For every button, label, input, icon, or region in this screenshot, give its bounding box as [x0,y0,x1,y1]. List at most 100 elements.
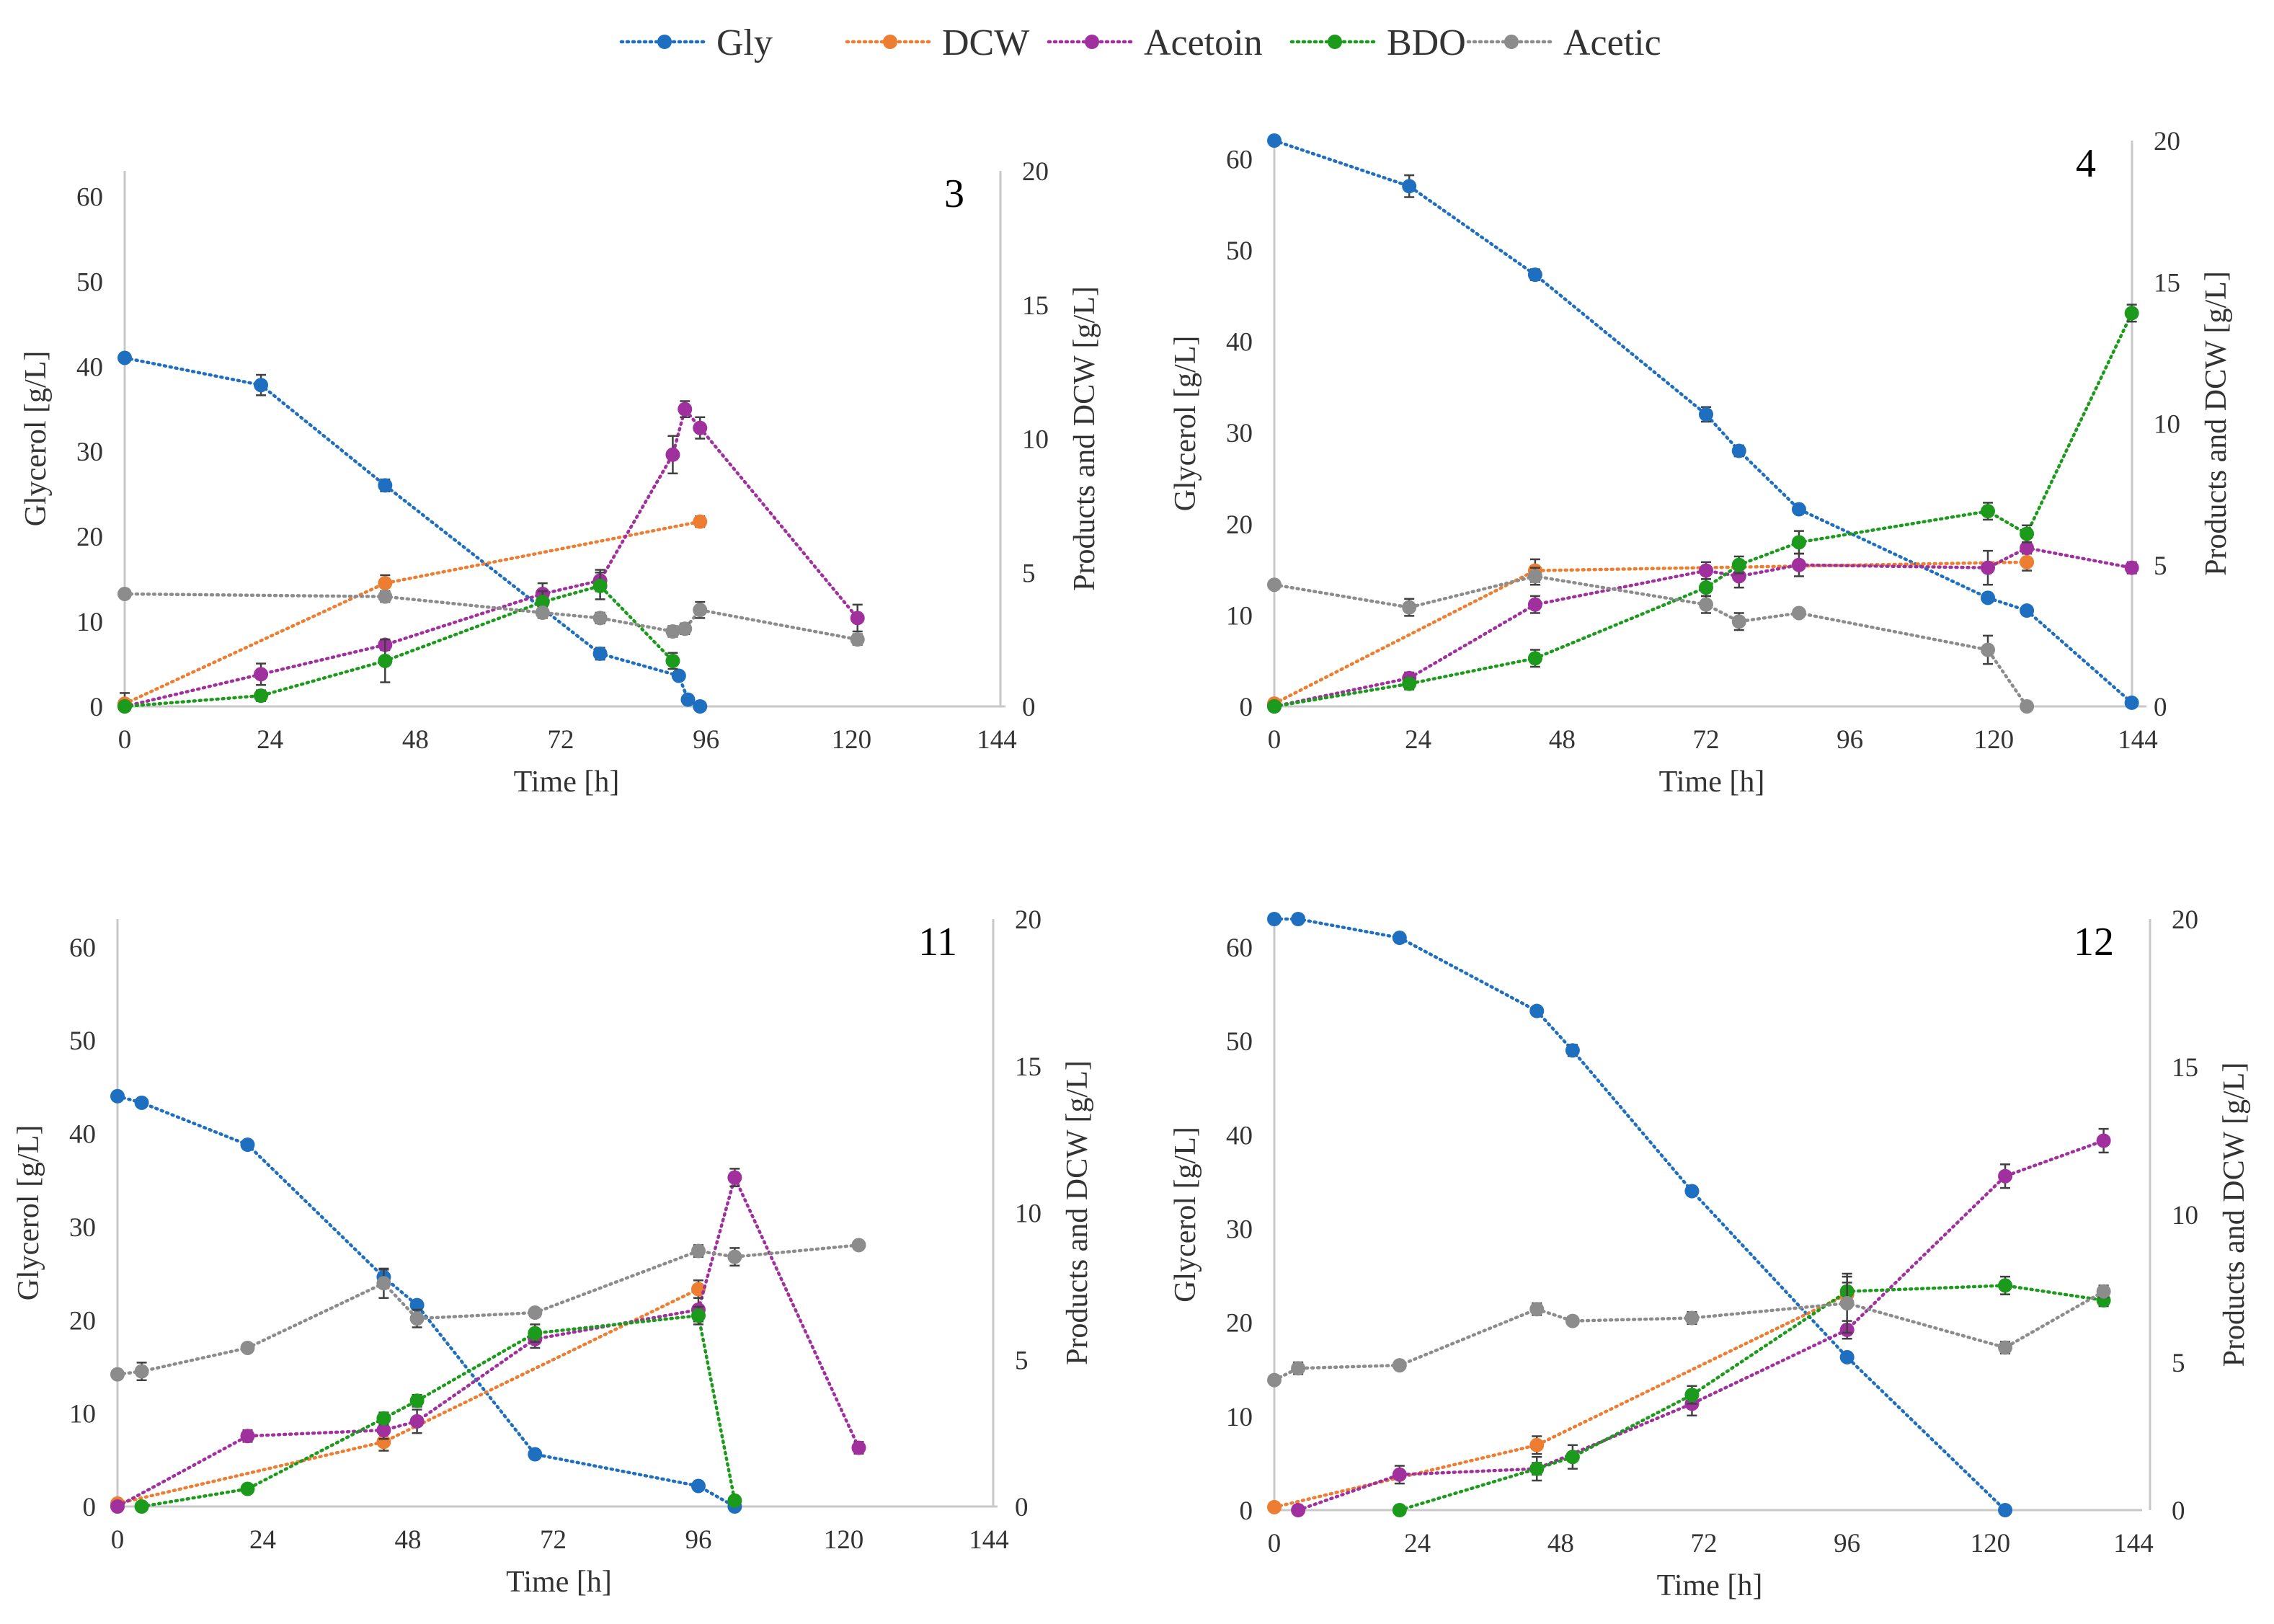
data-point-gly [691,1478,706,1494]
x-tick-label: 120 [832,725,872,755]
data-point-acetoin [254,667,269,682]
data-point-acetic [678,621,693,636]
y-left-tick-label: 40 [69,1120,96,1150]
legend-item-dcw: DCW [845,22,1029,63]
y-left-tick-label: 30 [1226,1215,1253,1245]
data-point-bdo [727,1493,742,1508]
series-line-acetoin [1296,1139,2105,1512]
data-point-acetoin [850,611,865,626]
data-point-acetoin [1527,597,1542,612]
data-point-gly [134,1095,149,1110]
series-line-acetic [115,1243,861,1376]
data-point-bdo [2020,526,2035,541]
data-point-acetoin [727,1170,742,1185]
y-left-tick-label: 0 [1240,1496,1253,1526]
y-right-tick-label: 5 [1022,559,1036,588]
legend-item-gly: Gly [619,22,773,63]
data-point-bdo [528,1326,543,1341]
data-point-bdo [117,699,132,714]
x-axis-title: Time [h] [514,766,620,799]
data-point-acetoin [2020,541,2035,556]
series-line-dcw [123,520,702,706]
x-tick-label: 120 [1974,725,2015,755]
data-point-gly [1731,443,1746,458]
x-tick-label: 144 [2118,725,2158,755]
data-point-gly [1684,1184,1700,1199]
data-point-acetic [240,1340,255,1355]
data-point-bdo [378,653,393,668]
data-point-gly [1392,931,1407,946]
y-right-tick-label: 10 [2172,1201,2198,1230]
y-left-tick-label: 20 [76,523,103,552]
data-point-acetic [1291,1361,1306,1376]
x-axis-title: Time [h] [506,1566,612,1599]
y-right-tick-label: 5 [2154,551,2167,581]
y-left-tick-label: 60 [1226,145,1253,174]
chart-panel-3: 0 24 48 72 96 120 144010203040506005101520Time… [19,157,1101,799]
data-point-acetic [727,1249,742,1264]
x-tick-label: 144 [2113,1529,2154,1558]
data-point-acetoin [2124,560,2139,575]
data-point-acetic [665,624,680,639]
y-right-axis-title: Products and DCW [g/L] [1061,1060,1094,1365]
series-bdo [1392,1275,2111,1517]
y-left-axis-title: Glycerol [g/L] [12,1125,45,1301]
y-left-axis-title: Glycerol [g/L] [19,351,53,527]
series-line-acetoin [115,1173,861,1509]
x-axis-title: Time [h] [1657,1569,1763,1602]
y-right-tick-label: 15 [2154,268,2180,298]
y-left-axis-title: Glycerol [g/L] [1169,336,1202,512]
legend-marker-bdo [1328,35,1342,49]
x-tick-label: 72 [548,725,574,755]
series-line-bdo [1272,311,2133,709]
data-point-acetoin [678,401,693,417]
y-left-tick-label: 20 [69,1306,96,1336]
x-tick-label: 24 [249,1525,276,1555]
series-line-gly [123,356,702,709]
series-line-acetoin [123,405,859,709]
data-point-acetic [376,1276,391,1291]
data-point-gly [680,692,696,707]
data-point-acetic [1981,642,1996,657]
y-right-axis-title: Products and DCW [g/L] [2218,1062,2251,1367]
x-tick-label: 72 [540,1525,567,1555]
data-point-acetic [1998,1340,2013,1355]
legend-label: BDO [1387,22,1466,63]
data-point-acetic [1527,569,1542,584]
data-point-acetic [850,632,865,647]
series-bdo [117,572,680,714]
x-tick-label: 0 [118,725,132,755]
data-point-acetic [2096,1284,2111,1299]
data-point-acetoin [1998,1168,2013,1184]
x-tick-label: 0 [111,1525,125,1555]
x-tick-label: 48 [402,725,429,755]
data-point-bdo [1998,1278,2013,1293]
data-point-gly [378,478,393,493]
y-left-tick-label: 40 [76,352,103,382]
data-point-gly [592,646,608,661]
series-acetoin [110,1168,866,1514]
data-point-acetoin [851,1440,866,1455]
data-point-gly [409,1297,425,1313]
y-left-tick-label: 50 [76,267,103,297]
data-point-acetic [691,1243,706,1259]
data-point-bdo [665,653,680,668]
data-point-gly [1839,1349,1855,1365]
y-left-tick-label: 60 [76,182,103,212]
series-line-bdo [1398,1284,2105,1512]
data-point-gly [1267,912,1282,926]
series-acetic [1267,1272,2111,1388]
data-point-dcw [2020,554,2035,569]
legend-item-acetic: Acetic [1466,22,1661,63]
y-left-tick-label: 30 [69,1213,96,1243]
data-point-gly [117,350,132,365]
data-point-gly [254,378,269,393]
y-right-tick-label: 0 [1015,1493,1029,1522]
series-line-dcw [1272,1292,1849,1509]
y-left-tick-label: 30 [76,438,103,467]
legend-marker-acetic [1504,35,1519,49]
data-point-bdo [535,595,550,610]
y-right-tick-label: 0 [1022,693,1036,722]
chart-panel-11: 0 24 48 72 96 120 144010203040506005101520Time… [12,905,1094,1599]
